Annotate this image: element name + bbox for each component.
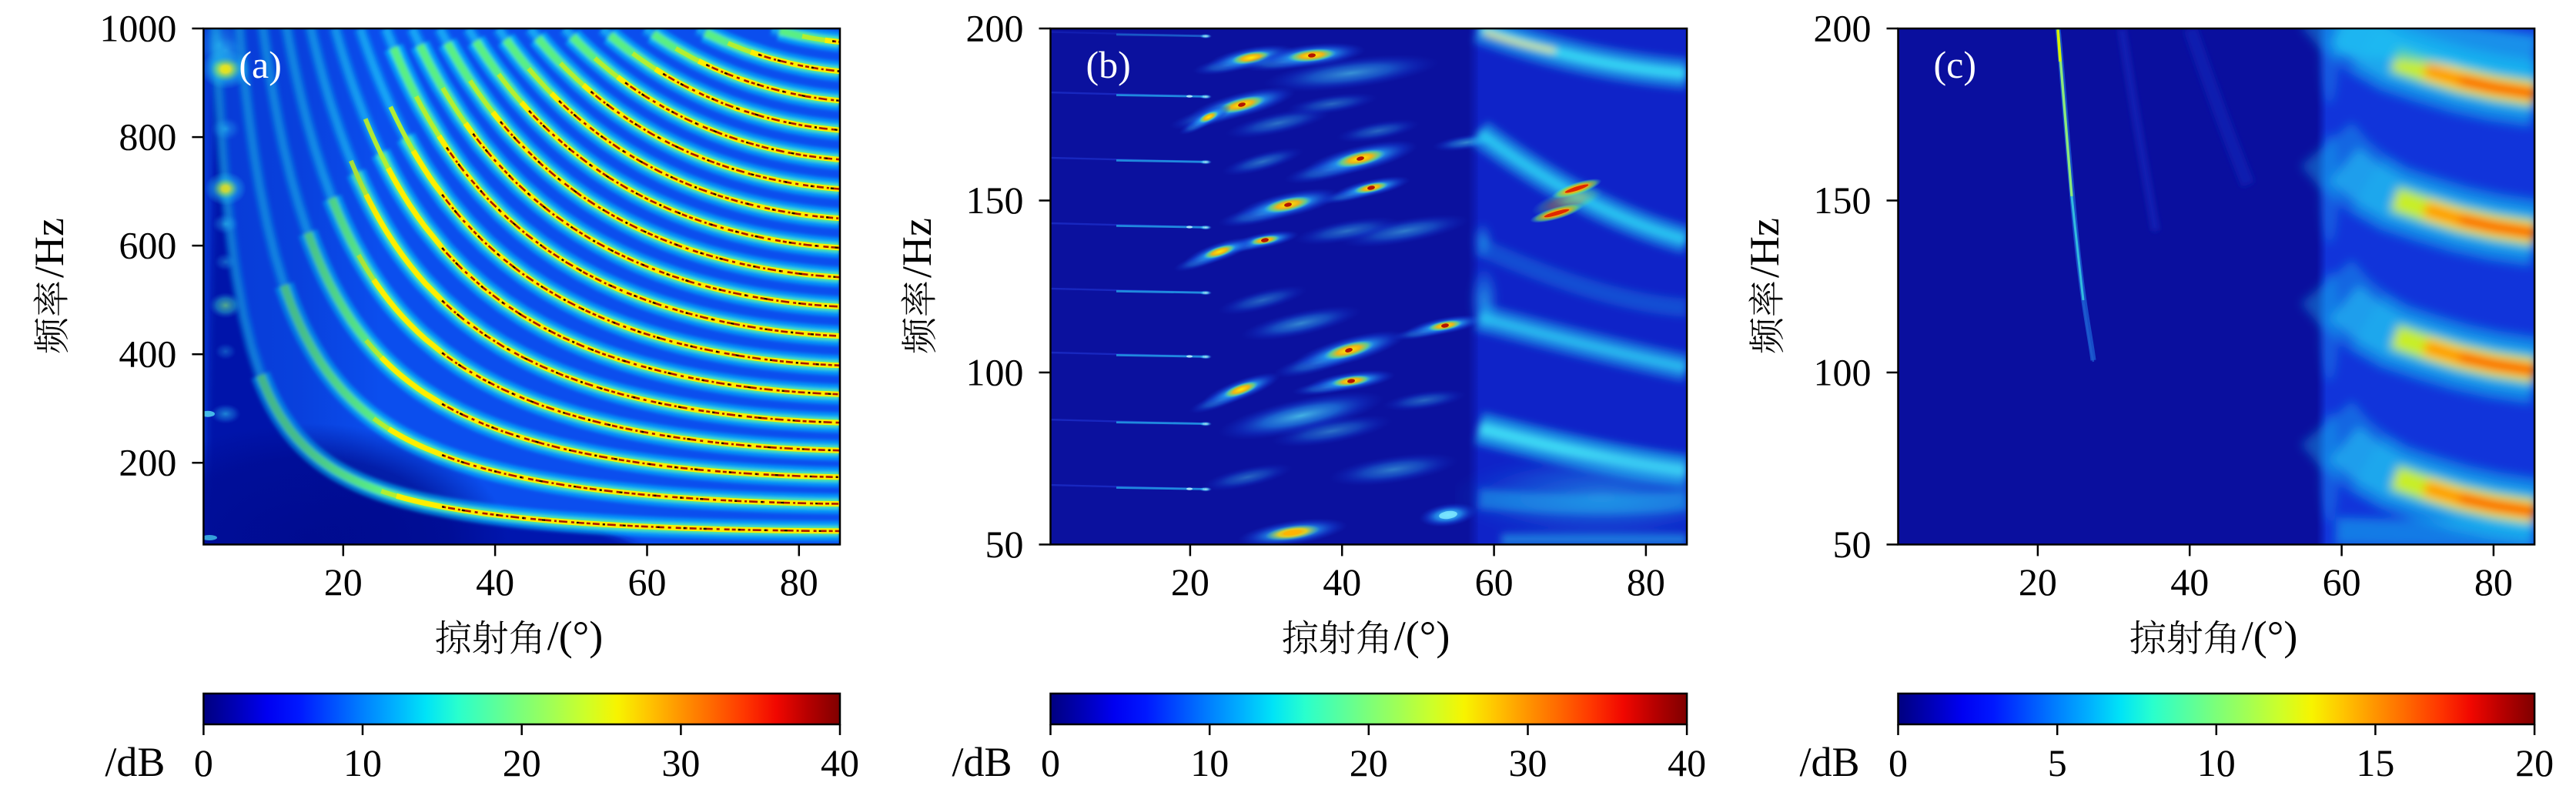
svg-text:20: 20 [1171,560,1209,603]
svg-text:200: 200 [966,7,1024,50]
svg-text:/(°): /(°) [547,613,604,659]
svg-text:15: 15 [2356,741,2394,784]
svg-text:(c): (c) [1934,43,1977,86]
svg-text:100: 100 [966,350,1024,393]
svg-text:80: 80 [1627,560,1665,603]
svg-text:(b): (b) [1086,43,1131,86]
svg-text:(a): (a) [239,43,282,86]
svg-text:20: 20 [1350,741,1388,784]
svg-text:0: 0 [1889,741,1908,784]
svg-text:40: 40 [821,741,859,784]
svg-text:150: 150 [966,179,1024,222]
svg-text:30: 30 [1509,741,1547,784]
svg-text:/dB: /dB [1799,739,1859,785]
svg-text:20: 20 [503,741,541,784]
svg-text:100: 100 [1814,350,1872,393]
svg-text:400: 400 [119,333,176,376]
svg-text:40: 40 [1668,741,1706,784]
svg-text:50: 50 [985,523,1024,566]
svg-text:60: 60 [1475,560,1514,603]
svg-text:10: 10 [1190,741,1229,784]
svg-text:200: 200 [119,441,176,484]
svg-text:800: 800 [119,115,176,159]
svg-text:/dB: /dB [105,739,165,785]
svg-text:40: 40 [476,560,514,603]
svg-text:0: 0 [194,741,213,784]
svg-text:1000: 1000 [99,7,176,50]
svg-text:/dB: /dB [952,739,1012,785]
svg-text:80: 80 [780,560,818,603]
svg-text:150: 150 [1814,179,1872,222]
svg-text:20: 20 [324,560,363,603]
svg-text:50: 50 [1833,523,1872,566]
svg-text:40: 40 [1323,560,1361,603]
svg-text:0: 0 [1041,741,1060,784]
svg-text:/(°): /(°) [1394,613,1450,659]
svg-text:200: 200 [1814,7,1872,50]
svg-text:10: 10 [343,741,382,784]
svg-text:/Hz: /Hz [894,218,940,278]
svg-text:/(°): /(°) [2242,613,2298,659]
svg-text:20: 20 [2515,741,2554,784]
svg-text:60: 60 [628,560,667,603]
svg-text:/Hz: /Hz [1741,218,1788,278]
svg-text:60: 60 [2323,560,2361,603]
svg-text:80: 80 [2474,560,2513,603]
svg-text:/Hz: /Hz [26,218,72,278]
svg-text:40: 40 [2170,560,2209,603]
svg-text:20: 20 [2019,560,2057,603]
svg-text:10: 10 [2197,741,2236,784]
svg-text:600: 600 [119,224,176,267]
svg-text:5: 5 [2048,741,2067,784]
svg-text:30: 30 [661,741,700,784]
